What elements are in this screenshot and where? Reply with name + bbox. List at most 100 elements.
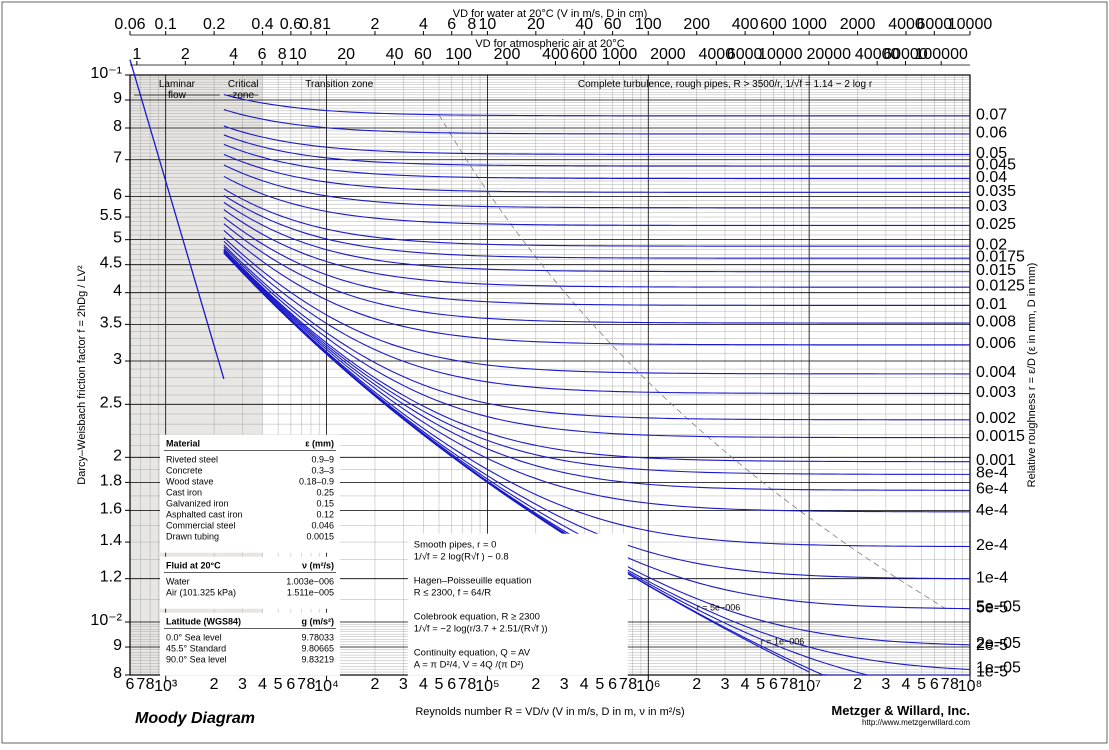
equation-line: 1/√f = −2 log(r/3.7 + 2.51/(R√f )) [414,624,548,635]
r-tick-label: 0.015 [976,262,1016,279]
top-tick: 6 [258,46,267,63]
top-tick: 0.8 [300,16,322,33]
top-tick: 2000 [840,16,876,33]
y-tick-label: 8 [113,118,122,135]
box-cell: Wood stave [166,477,213,487]
r-tick-label: 0.025 [976,216,1016,233]
top-tick: 20 [337,46,355,63]
diagram-title: Moody Diagram [135,710,255,727]
r-tick-label: 0.002 [976,410,1016,427]
x-sub-label: 5 [595,676,604,693]
top-tick: 1 [322,16,331,33]
box-cell: Water [166,577,190,587]
x-sub-label: 2 [531,676,540,693]
inline-r-label: r = 5e−006 [697,602,741,612]
x-sub-label: 7 [297,676,306,693]
x-sub-label: 4 [580,676,589,693]
company-name: Metzger & Willard, Inc. [831,703,970,718]
r-tick-label: 0.01 [976,296,1007,313]
top-axis-label: VD for water at 20°C (V in m/s, D in cm) [453,8,648,20]
box-cell: 1.003e−006 [286,577,334,587]
x-sub-label: 4 [741,676,750,693]
box-cell: 0.15 [316,499,334,509]
x-sub-label: 6 [608,676,617,693]
y-tick-label: 9 [113,637,122,654]
x-sub-label: 3 [399,676,408,693]
y-tick-label: 5.5 [100,207,122,224]
x-sub-label: 4 [258,676,267,693]
transition-label: Transition zone [305,79,373,90]
x-sub-label: 6 [769,676,778,693]
zone-label: Critical [228,79,259,90]
x-sub-label: 2 [853,676,862,693]
y-tick-label: 1.2 [100,569,122,586]
box-cell: 90.0° Sea level [166,655,227,665]
box-cell: 9.80665 [301,644,334,654]
y-tick-label: 2.5 [100,394,122,411]
box-header: Latitude (WGS84) [166,617,241,627]
top-tick: 60 [414,46,432,63]
top-tick: 600 [760,16,787,33]
box-header: Fluid at 20°C [166,561,221,571]
r-axis-label: Relative roughness r = ε/D (ε in mm, D i… [1026,263,1038,488]
x-sub-label: 7 [941,676,950,693]
x-sub-label: 5 [917,676,926,693]
r-tick-label: 0.07 [976,106,1007,123]
x-sub-label: 3 [881,676,890,693]
box-cell: 9.83219 [301,655,334,665]
equation-line: 1/√f = 2 log(R√f ) − 0.8 [414,552,509,563]
y-tick-label: 8 [113,665,122,682]
box-cell: 1.511e−005 [287,588,334,598]
x-sub-label: 7 [619,676,628,693]
box-header: ε (mm) [305,439,334,449]
x-sub-label: 6 [286,676,295,693]
top-tick: 4 [229,46,238,63]
r-tick-label: 6e-4 [976,481,1008,498]
top-tick: 8 [278,46,287,63]
zone-label: Laminar [159,79,196,90]
moody-diagram: 10³10⁴10⁵10⁶10⁷10⁸2345678234567823456782… [0,0,1109,745]
y-tick-label: 1.4 [100,532,122,549]
top-tick: 0.2 [203,16,225,33]
r-tick-label: 2e−05 [976,635,1021,652]
y-tick-label: 3.5 [100,314,122,331]
top-tick: 20000 [806,46,851,63]
x-tick-label: 10⁴ [314,678,339,695]
top-tick: 4 [419,16,428,33]
y-tick-label: 4 [113,283,122,300]
x-sub-label: 5 [756,676,765,693]
top-tick: 40 [386,46,404,63]
box-header: ν (m²/s) [302,561,334,571]
y-tick-label: 3 [113,351,122,368]
x-tick-label: 10⁸ [958,678,983,695]
box-cell: 0.25 [316,488,334,498]
x-sub-label: 8 [789,676,798,693]
box-cell: Galvanized iron [166,499,229,509]
box-cell: 45.5° Standard [166,644,226,654]
box-cell: 0.0015 [306,532,334,542]
top-tick: 2000 [650,46,686,63]
x-sub-label: 8 [467,676,476,693]
top-tick: 200 [683,16,710,33]
x-axis-label: Reynolds number R = VD/ν (V in m/s, D in… [415,706,684,718]
y-tick-label: 6 [113,186,122,203]
box-cell: 0.3–3 [311,466,334,476]
x-sub-label: 4 [419,676,428,693]
x-sub-label: 3 [560,676,569,693]
x-sub-label: 8 [628,676,637,693]
y-tick-label: 5 [113,230,122,247]
box-cell: Riveted steel [166,455,218,465]
x-tick-label: 10⁶ [636,678,660,695]
x-sub-label: 8 [146,676,155,693]
x-sub-label: 8 [307,676,316,693]
equation-line: Colebrook equation, R ≥ 2300 [414,612,540,623]
top-axis-label: VD for atmospheric air at 20°C [475,38,624,50]
r-tick-label: 1e−05 [976,659,1021,676]
equation-line: Smooth pipes, r = 0 [414,540,497,551]
x-sub-label: 6 [126,676,135,693]
r-tick-label: 0.004 [976,364,1016,381]
box-cell: 0.9–9 [311,455,334,465]
box-cell: 0.18–0.9 [299,477,334,487]
box-cell: 0.12 [316,510,334,520]
r-tick-label: 0.006 [976,335,1016,352]
